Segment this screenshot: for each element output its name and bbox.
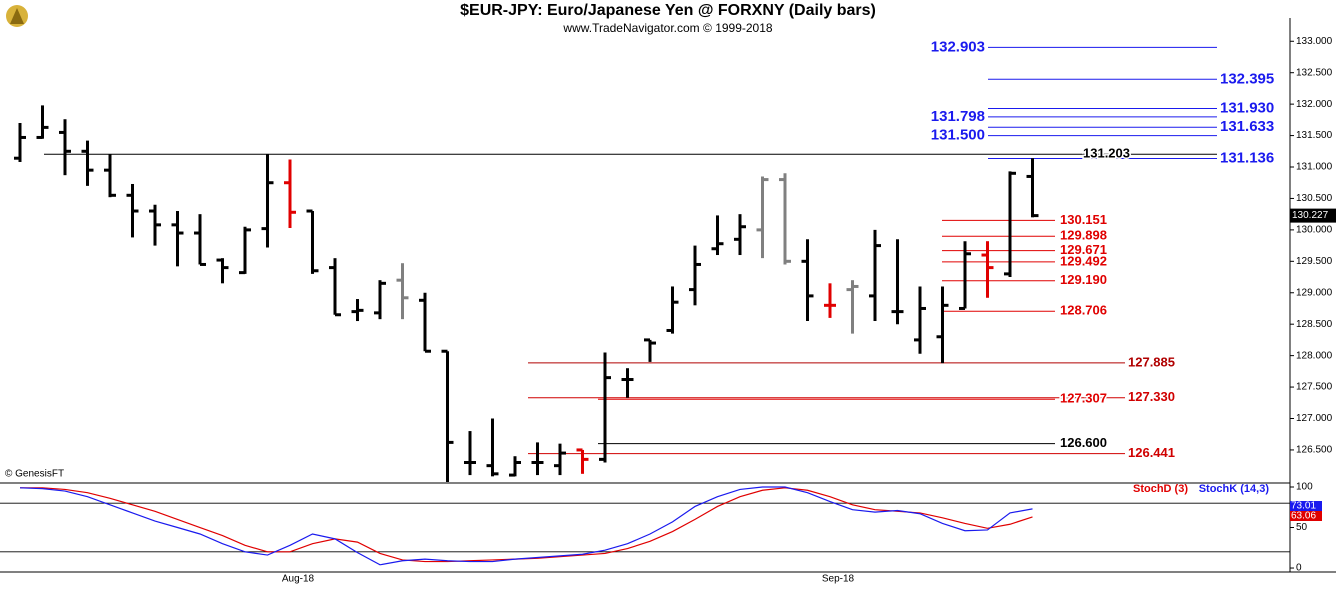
stoch-value-label: 63.06 <box>1291 511 1316 522</box>
legend-entry: StochK (14,3) <box>1199 483 1270 495</box>
y-tick-label: 130.000 <box>1296 225 1333 236</box>
level-label: 131.930 <box>1220 100 1274 117</box>
level-label: 129.898 <box>1060 228 1107 243</box>
logo <box>6 5 28 27</box>
level-label: 127.885 <box>1128 354 1175 369</box>
level-label: 126.600 <box>1060 435 1107 450</box>
y-tick-label: 126.500 <box>1296 445 1333 456</box>
level-label: 130.151 <box>1060 212 1107 227</box>
y-tick-label: 131.500 <box>1296 130 1333 141</box>
stoch-value-label: 73.01 <box>1291 501 1316 512</box>
stoch-value-box <box>1290 501 1322 511</box>
legend-entry: StochD (3) <box>1133 483 1188 495</box>
level-label: 131.136 <box>1220 149 1274 166</box>
y-tick-label: 128.500 <box>1296 319 1333 330</box>
y-tick-label: 129.000 <box>1296 287 1333 298</box>
y-tick-label: 100 <box>1296 482 1313 493</box>
y-tick-label: 50 <box>1296 522 1308 533</box>
level-label: 131.203 <box>1083 146 1130 161</box>
level-label: 131.633 <box>1220 118 1274 135</box>
level-label: 131.500 <box>931 127 985 144</box>
level-label: 127.330 <box>1128 389 1175 404</box>
y-tick-label: 130.500 <box>1296 193 1333 204</box>
chart-title: $EUR-JPY: Euro/Japanese Yen @ FORXNY (Da… <box>460 2 876 19</box>
y-tick-label: 0 <box>1296 563 1302 574</box>
y-tick-label: 127.500 <box>1296 382 1333 393</box>
level-label: 132.903 <box>931 38 985 55</box>
axes: 126.500 127.000 127.500 128.000 128.500 129.0… <box>282 36 1336 585</box>
price-panel <box>14 46 1217 482</box>
y-tick-label: 131.000 <box>1296 162 1333 173</box>
level-label: 127.307 <box>1060 391 1107 406</box>
stochastic-panel <box>0 486 1290 566</box>
level-label: 129.671 <box>1060 242 1107 257</box>
stoch-line <box>19 486 1033 566</box>
chart-subtitle: www.TradeNavigator.com © 1999-2018 <box>562 21 772 35</box>
y-tick-label: 133.000 <box>1296 36 1333 47</box>
y-tick-label: 127.000 <box>1296 413 1333 424</box>
level-label: 126.441 <box>1128 445 1175 460</box>
y-tick-label: 132.500 <box>1296 67 1333 78</box>
y-tick-label: 129.500 <box>1296 256 1333 267</box>
level-label: 129.492 <box>1060 253 1107 268</box>
x-tick-label: Aug-18 <box>282 574 315 585</box>
level-label: 129.190 <box>1060 272 1107 287</box>
level-label: 132.395 <box>1220 70 1274 87</box>
level-label: 128.706 <box>1060 303 1107 318</box>
stoch-value-box <box>1290 511 1322 521</box>
last-price-label: 130.227 <box>1292 210 1329 221</box>
y-tick-label: 132.000 <box>1296 99 1333 110</box>
source: © GenesisFT <box>5 469 64 480</box>
last-price-box <box>1290 208 1336 223</box>
y-tick-label: 128.000 <box>1296 350 1333 361</box>
x-tick-label: Sep-18 <box>822 574 855 585</box>
level-label: 131.798 <box>931 108 985 125</box>
